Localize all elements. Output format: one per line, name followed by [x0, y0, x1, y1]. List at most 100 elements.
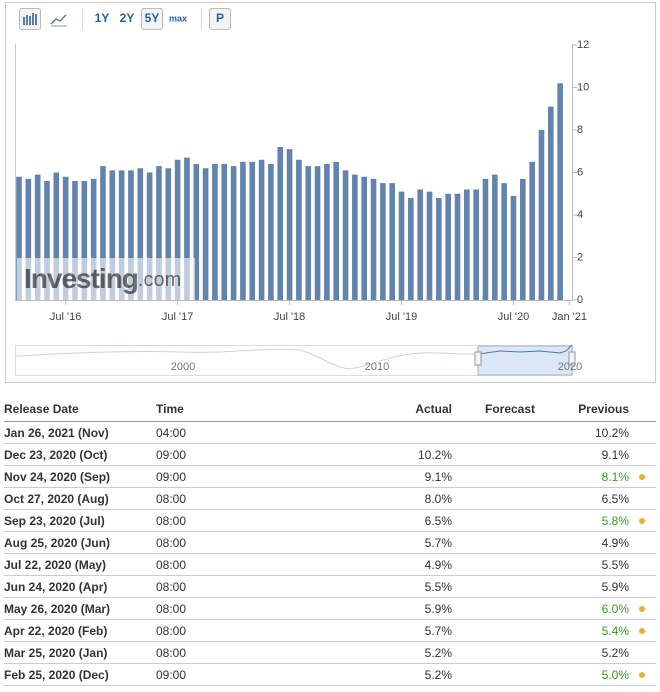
bar — [417, 189, 423, 300]
revision-cell — [629, 422, 656, 443]
bar — [324, 164, 330, 300]
release-date: Feb 25, 2020 (Dec) — [4, 668, 109, 682]
table-row: Nov 24, 2020 (Sep) 09:00 9.1% 8.1% — [4, 466, 656, 488]
navigator — [15, 344, 576, 376]
bar — [408, 198, 414, 300]
bar — [268, 164, 274, 300]
bar — [426, 191, 433, 300]
revision-cell — [629, 510, 656, 531]
header-cell: Release Date — [4, 402, 79, 416]
forecast-value — [452, 488, 568, 509]
table-row: Jan 26, 2021 (Nov) 04:00 10.2% — [4, 422, 656, 444]
bar — [286, 149, 293, 300]
forecast-value — [452, 620, 568, 641]
table-header: Release Date Time Actual Forecast Previous — [4, 398, 656, 422]
bar — [361, 176, 368, 300]
forecast-value — [452, 554, 568, 575]
release-time: 08:00 — [156, 514, 187, 528]
x-tick-label: Jan '21 — [552, 311, 587, 323]
bar — [473, 189, 479, 300]
table-row: Jun 24, 2020 (Apr) 08:00 5.5% 5.9% — [4, 576, 656, 598]
bar — [109, 170, 116, 300]
bar — [333, 161, 340, 300]
forecast-value — [452, 422, 568, 443]
table-row: Mar 25, 2020 (Jan) 08:00 5.2% 5.2% — [4, 642, 656, 664]
header-cell: Forecast — [484, 402, 536, 416]
bar — [482, 178, 489, 300]
actual-value: 5.9% — [424, 602, 452, 616]
release-time: 08:00 — [156, 580, 187, 594]
navigator-label: 2020 — [558, 361, 582, 373]
bar — [492, 174, 498, 300]
release-date: May 26, 2020 (Mar) — [4, 602, 111, 616]
release-time: 09:00 — [156, 470, 187, 484]
bar — [184, 157, 190, 300]
revision-cell — [629, 576, 656, 597]
line-chart-button[interactable] — [50, 14, 67, 27]
table-row: Feb 25, 2020 (Dec) 09:00 5.2% 5.0% — [4, 664, 656, 686]
bar — [137, 168, 144, 300]
bar — [296, 159, 302, 300]
bar — [258, 159, 265, 300]
bar — [128, 170, 134, 300]
y-tick-label: 4 — [577, 209, 583, 221]
bar — [436, 198, 442, 300]
table-row: May 26, 2020 (Mar) 08:00 5.9% 6.0% — [4, 598, 656, 620]
bar — [44, 181, 50, 300]
release-time: 08:00 — [156, 536, 187, 550]
previous-value: 5.8% — [601, 514, 629, 528]
watermark-brand: Investing — [24, 263, 138, 294]
actual-value: 5.7% — [424, 624, 452, 638]
bar — [221, 164, 228, 300]
bar — [90, 178, 97, 300]
y-tick-label: 2 — [577, 251, 583, 263]
p-button[interactable]: P — [216, 11, 224, 25]
bar — [352, 174, 358, 300]
previous-value: 8.1% — [601, 470, 629, 484]
bar — [156, 166, 162, 300]
x-tick-label: Jul '18 — [274, 311, 305, 323]
revision-cell — [629, 488, 656, 509]
forecast-value — [452, 576, 568, 597]
bar — [202, 168, 209, 300]
release-date: Jan 26, 2021 (Nov) — [4, 426, 109, 440]
actual-value: 5.2% — [424, 668, 452, 682]
actual-value: 5.5% — [424, 580, 452, 594]
range-button[interactable]: 2Y — [120, 11, 135, 25]
y-tick-label: 0 — [577, 294, 583, 306]
chart-widget: 1Y 2Y 5Y max P 0 2 4 6 8 10 12 Jul '16 Jul '17 Jul '1… — [5, 2, 656, 383]
previous-value: 4.9% — [601, 536, 629, 550]
previous-value: 5.0% — [601, 668, 629, 682]
x-tick-label: Jul '16 — [50, 311, 81, 323]
y-tick-label: 12 — [577, 39, 589, 51]
revision-cell — [629, 598, 656, 619]
bar — [146, 172, 153, 300]
bar — [557, 83, 563, 300]
actual-value: 4.9% — [424, 558, 452, 572]
bar — [380, 183, 386, 300]
previous-value: 9.1% — [601, 448, 629, 462]
release-date: Nov 24, 2020 (Sep) — [4, 470, 111, 484]
range-button[interactable]: 1Y — [95, 11, 110, 25]
range-button[interactable]: max — [169, 13, 187, 23]
watermark-domain: .com — [138, 269, 181, 291]
previous-value: 5.5% — [601, 558, 629, 572]
bar — [445, 193, 451, 300]
forecast-value — [452, 532, 568, 553]
bar — [398, 191, 405, 300]
y-tick-label: 8 — [577, 124, 583, 136]
table-row: Sep 23, 2020 (Jul) 08:00 6.5% 5.8% — [4, 510, 656, 532]
revision-cell — [629, 620, 656, 641]
range-button[interactable]: 5Y — [145, 11, 160, 25]
header-spacer — [629, 398, 656, 421]
release-date: Mar 25, 2020 (Jan) — [4, 646, 108, 660]
bar-chart-button[interactable] — [19, 8, 41, 30]
revision-cell — [629, 532, 656, 553]
release-date: Apr 22, 2020 (Feb) — [4, 624, 108, 638]
revised-indicator — [639, 474, 645, 480]
release-time: 09:00 — [156, 668, 187, 682]
watermark: Investing.com — [17, 258, 195, 300]
revised-indicator — [639, 518, 645, 524]
table-row: Apr 22, 2020 (Feb) 08:00 5.7% 5.4% — [4, 620, 656, 642]
